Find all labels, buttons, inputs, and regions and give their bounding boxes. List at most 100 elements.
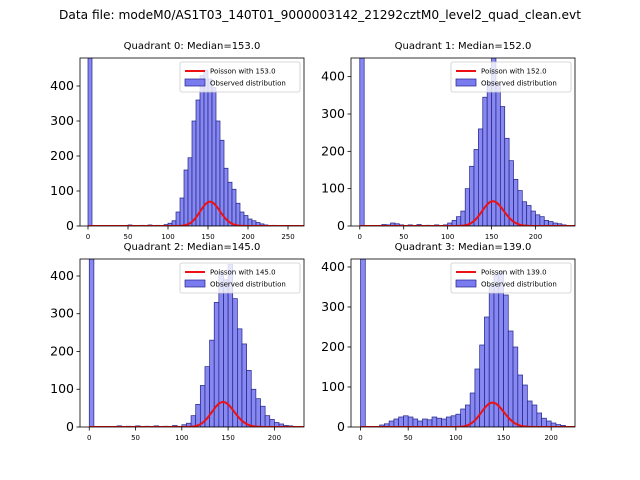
histogram-bar	[460, 408, 466, 427]
histogram-bar	[412, 418, 419, 427]
legend-entry-poisson: Poisson with 139.0	[481, 269, 547, 277]
histogram-bar	[255, 398, 261, 427]
legend-box	[179, 61, 301, 93]
histogram-bar	[243, 215, 249, 226]
legend-bar-swatch	[455, 78, 477, 87]
y-tick-label: 200	[321, 339, 345, 354]
histogram-bar	[393, 418, 400, 427]
histogram-bar	[207, 78, 213, 226]
histogram-bar	[260, 405, 266, 427]
histogram-bar	[227, 181, 233, 226]
x-tick-label: 100	[441, 233, 454, 241]
x-tick-label: 100	[161, 233, 174, 241]
y-tick-label: 300	[321, 299, 345, 314]
histogram-bar	[359, 58, 365, 226]
y-tick-label: 100	[50, 183, 74, 198]
y-tick-label: 300	[50, 306, 74, 321]
histogram-bar	[521, 201, 528, 226]
y-tick-label: 0	[337, 419, 345, 434]
legend-entry-observed: Observed distribution	[481, 281, 557, 289]
x-tick-label: 200	[268, 434, 281, 442]
histogram-bar	[360, 259, 366, 427]
histogram-bar	[530, 210, 536, 226]
histogram-bar	[484, 316, 490, 427]
histogram-bar	[422, 418, 428, 427]
histogram-bar	[232, 298, 238, 427]
histogram-bar	[199, 75, 205, 226]
quadrant-panel-3: 0 50 100 150 200 0 100 200 300 400 Quadrant 3: Med…	[321, 242, 576, 442]
histogram-bar	[269, 419, 275, 427]
histogram-bar	[445, 416, 452, 427]
legend: Poisson with 152.0 Observed distribution	[450, 61, 572, 93]
histogram-bar	[239, 211, 245, 226]
x-tick-label: 50	[131, 434, 140, 442]
histogram-bar	[450, 415, 457, 427]
legend-box	[450, 262, 572, 294]
histogram-bar	[187, 157, 193, 226]
histogram-bar	[431, 416, 438, 427]
figure-title: Data file: modeM0/AS1T03_140T01_90000031…	[58, 8, 581, 22]
axes-frame	[79, 258, 305, 428]
histogram-bar	[441, 418, 447, 427]
histogram-bar	[183, 169, 189, 226]
x-tick-label: 150	[497, 434, 510, 442]
axes-frame	[350, 57, 576, 227]
panel-title: Quadrant 3: Median=139.0	[395, 242, 532, 253]
histogram-bar	[436, 417, 442, 427]
legend: Poisson with 153.0 Observed distribution	[179, 61, 301, 93]
y-tick-label: 100	[50, 381, 74, 396]
x-tick-label: 50	[124, 233, 133, 241]
x-tick-label: 50	[404, 434, 413, 442]
histogram-bar	[407, 416, 414, 427]
histogram-bar	[513, 178, 519, 226]
x-tick-label: 200	[544, 434, 557, 442]
legend-box	[179, 262, 301, 294]
histogram-bar	[531, 404, 538, 427]
y-tick-label: 300	[50, 113, 74, 128]
histogram-bar	[469, 165, 475, 226]
x-tick-label: 0	[358, 434, 362, 442]
histogram-bar	[503, 294, 509, 427]
y-tick-label: 400	[50, 78, 74, 93]
histogram-bar	[231, 188, 237, 226]
histogram-bar	[536, 412, 542, 427]
y-tick-label: 0	[66, 419, 74, 434]
y-tick-label: 200	[321, 143, 345, 158]
legend-box	[450, 61, 572, 93]
histogram-bar	[464, 188, 470, 226]
poisson-curve	[88, 200, 304, 226]
x-tick-label: 250	[281, 233, 294, 241]
y-tick-label: 200	[50, 148, 74, 163]
histogram-bar	[247, 218, 253, 226]
panel-title: Quadrant 2: Median=145.0	[124, 242, 261, 253]
legend-entry-poisson: Poisson with 152.0	[481, 68, 547, 76]
x-tick-label: 150	[201, 233, 214, 241]
histogram-bar	[191, 120, 197, 226]
legend-bar-swatch	[455, 279, 477, 288]
y-tick-label: 300	[321, 106, 345, 121]
histogram-bar	[398, 416, 404, 427]
y-tick-label: 400	[50, 268, 74, 283]
legend: Poisson with 145.0 Observed distribution	[179, 262, 301, 294]
quadrant-panel-1: 0 50 100 150 200 0 100 200 300 400 Quadrant 1: Med…	[321, 41, 576, 241]
legend: Poisson with 139.0 Observed distribution	[450, 262, 572, 294]
x-tick-label: 50	[399, 233, 408, 241]
legend-entry-observed: Observed distribution	[210, 281, 286, 289]
x-tick-label: 150	[221, 434, 234, 442]
x-tick-label: 150	[485, 233, 498, 241]
histogram-bar	[526, 205, 532, 226]
histogram-bar	[508, 160, 514, 226]
histogram-bar	[195, 99, 201, 226]
quadrant-panel-0: 0 50 100 150 200 250 0 100 200 300 400 Quadrant 0: …	[50, 41, 305, 241]
x-tick-label: 100	[449, 434, 462, 442]
panel-title: Quadrant 0: Median=153.0	[124, 41, 261, 52]
axes-frame	[350, 258, 576, 428]
y-tick-label: 100	[321, 181, 345, 196]
histogram-bar	[473, 149, 479, 226]
histogram-bar	[403, 415, 409, 427]
histogram-bar	[455, 413, 461, 427]
histogram-bar	[512, 346, 519, 427]
histogram-bar	[535, 214, 541, 226]
histogram-bar	[526, 400, 533, 427]
